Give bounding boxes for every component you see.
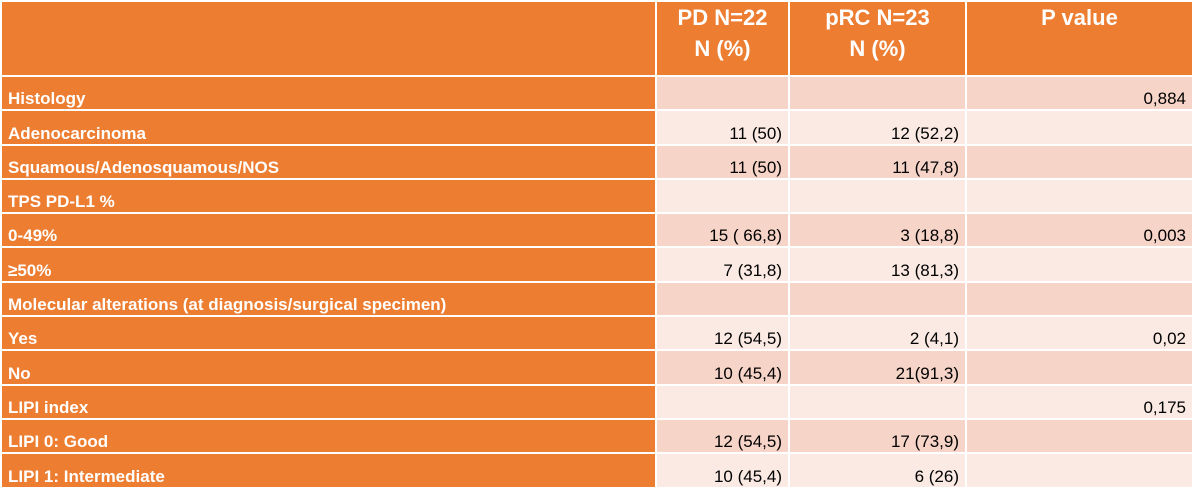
cell-p-value: 0,884	[965, 74, 1192, 112]
table-row: 0-49% 15 ( 66,8) 3 (18,8) 0,003	[0, 212, 1192, 249]
row-label: No	[0, 349, 657, 386]
header-prc: pRC N=23 N (%)	[788, 0, 967, 77]
header-pd: PD N=22 N (%)	[655, 0, 790, 77]
cell-prc	[788, 383, 967, 420]
row-label: TPS PD-L1 %	[0, 177, 657, 215]
header-pd-line-2: N (%)	[694, 36, 751, 61]
cell-prc	[788, 74, 967, 112]
cell-prc: 13 (81,3)	[788, 246, 967, 283]
cell-p-value	[965, 280, 1192, 318]
row-label: Squamous/Adenosquamous/NOS	[0, 143, 657, 180]
cell-p-value	[965, 246, 1192, 283]
cell-pd: 10 (45,4)	[655, 452, 790, 489]
table-body: Histology 0,884 Adenocarcinoma 11 (50) 1…	[0, 74, 1192, 489]
table-row: Histology 0,884	[0, 74, 1192, 112]
cell-prc	[788, 280, 967, 318]
cell-p-value	[965, 177, 1192, 215]
table-row: Adenocarcinoma 11 (50) 12 (52,2)	[0, 109, 1192, 146]
row-label: LIPI 1: Intermediate	[0, 452, 657, 489]
cell-pd	[655, 177, 790, 215]
header-pd-line-1: PD N=22	[677, 5, 768, 30]
table-row: LIPI 0: Good 12 (54,5) 17 (73,9)	[0, 417, 1192, 455]
cell-prc: 11 (47,8)	[788, 143, 967, 180]
header-prc-line-1: pRC N=23	[825, 5, 930, 30]
cell-p-value: 0,02	[965, 315, 1192, 352]
row-label: Histology	[0, 74, 657, 112]
header-row: PD N=22 N (%) pRC N=23 N (%) P value	[0, 0, 1192, 77]
header-p-line-1: P value	[1041, 5, 1118, 30]
header-prc-line-2: N (%)	[849, 36, 906, 61]
cell-prc: 6 (26)	[788, 452, 967, 489]
cell-pd: 11 (50)	[655, 143, 790, 180]
table-header: PD N=22 N (%) pRC N=23 N (%) P value	[0, 0, 1192, 77]
cell-pd	[655, 280, 790, 318]
cell-prc: 12 (52,2)	[788, 109, 967, 146]
cell-p-value	[965, 143, 1192, 180]
cell-p-value: 0,003	[965, 212, 1192, 249]
header-corner-cell	[0, 0, 657, 77]
table-row: No 10 (45,4) 21(91,3)	[0, 349, 1192, 386]
table-row: Yes 12 (54,5) 2 (4,1) 0,02	[0, 315, 1192, 352]
cell-prc: 21(91,3)	[788, 349, 967, 386]
cell-pd: 10 (45,4)	[655, 349, 790, 386]
cell-pd: 15 ( 66,8)	[655, 212, 790, 249]
row-label: ≥50%	[0, 246, 657, 283]
cell-prc: 3 (18,8)	[788, 212, 967, 249]
row-label: LIPI 0: Good	[0, 417, 657, 455]
table-row: Molecular alterations (at diagnosis/surg…	[0, 280, 1192, 318]
cell-pd: 12 (54,5)	[655, 315, 790, 352]
cell-pd: 12 (54,5)	[655, 417, 790, 455]
cell-p-value	[965, 349, 1192, 386]
table-row: LIPI 1: Intermediate 10 (45,4) 6 (26)	[0, 452, 1192, 489]
cell-p-value	[965, 452, 1192, 489]
cell-prc: 2 (4,1)	[788, 315, 967, 352]
cell-prc: 17 (73,9)	[788, 417, 967, 455]
header-p-value: P value	[965, 0, 1192, 77]
table-row: TPS PD-L1 %	[0, 177, 1192, 215]
row-label: LIPI index	[0, 383, 657, 420]
table-row: LIPI index 0,175	[0, 383, 1192, 420]
row-label: Molecular alterations (at diagnosis/surg…	[0, 280, 657, 318]
cell-p-value	[965, 109, 1192, 146]
table-row: Squamous/Adenosquamous/NOS 11 (50) 11 (4…	[0, 143, 1192, 180]
row-label: 0-49%	[0, 212, 657, 249]
cell-pd: 11 (50)	[655, 109, 790, 146]
cell-prc	[788, 177, 967, 215]
cell-p-value	[965, 417, 1192, 455]
cell-pd	[655, 383, 790, 420]
row-label: Adenocarcinoma	[0, 109, 657, 146]
row-label: Yes	[0, 315, 657, 352]
cell-p-value: 0,175	[965, 383, 1192, 420]
cell-pd: 7 (31,8)	[655, 246, 790, 283]
table-row: ≥50% 7 (31,8) 13 (81,3)	[0, 246, 1192, 283]
cell-pd	[655, 74, 790, 112]
